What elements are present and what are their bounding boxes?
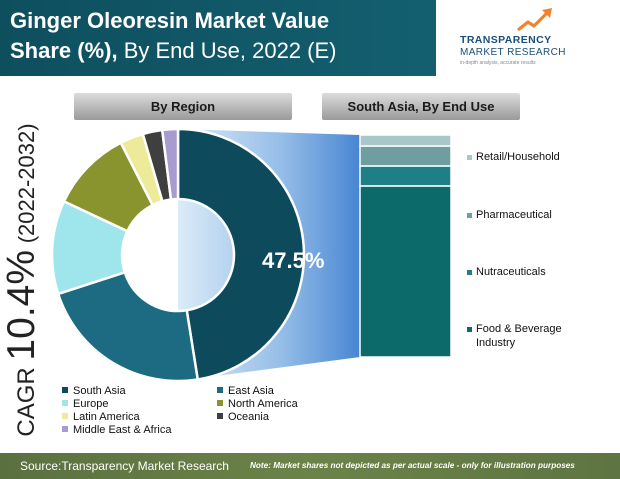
footer-source: Source:Transparency Market Research: [20, 459, 229, 473]
legend-swatch: [217, 413, 223, 420]
logo-tagline: in-depth analysis, accurate results: [460, 60, 536, 66]
legend-label: North America: [228, 398, 298, 410]
brand-logo: TRANSPARENCY MARKET RESEARCH in-depth an…: [452, 6, 616, 70]
legend-label: East Asia: [228, 385, 274, 397]
legend-label: Latin America: [73, 411, 140, 423]
legend-label: Middle East & Africa: [73, 424, 172, 436]
banner-south-asia-end-use: South Asia, By End Use: [322, 93, 520, 120]
donut-slice-middle-east-africa: [160, 127, 180, 201]
bar-segment-retail-household: [359, 134, 452, 147]
sa-label: Food & Beverage Industry: [476, 323, 562, 349]
sa-label: Retail/Household: [476, 151, 560, 163]
legend-label: South Asia: [73, 385, 126, 397]
legend-item: Oceania: [217, 411, 269, 423]
bar-segment-food-beverage-industry: [359, 185, 452, 358]
sa-label: Nutraceuticals: [476, 266, 546, 278]
legend-item: North America: [217, 398, 298, 410]
legend-swatch: [62, 387, 68, 394]
banner-by-region: By Region: [74, 93, 292, 120]
legend-item: Latin America: [62, 411, 140, 423]
title-box: Ginger Oleoresin Market Value Share (%),…: [0, 0, 436, 76]
logo-name-line-1: TRANSPARENCY: [460, 34, 552, 46]
legend-swatch: [62, 413, 68, 420]
title-line-2: Share (%), By End Use, 2022 (E): [10, 38, 337, 63]
title-line-1: Ginger Oleoresin Market Value: [10, 8, 330, 33]
legend-item: Middle East & Africa: [62, 424, 171, 436]
donut-center-label: 47.5%: [262, 248, 324, 273]
bar-segment-pharmaceutical: [359, 145, 452, 167]
donut-slice-south-asia: [176, 127, 306, 381]
sa-marker: [467, 213, 472, 218]
legend-label: Europe: [73, 398, 109, 410]
sa-marker: [467, 155, 472, 160]
legend-swatch: [217, 387, 223, 394]
bar-segment-nutraceuticals: [359, 165, 452, 187]
legend-item: East Asia: [217, 385, 274, 397]
donut-slice-east-asia: [56, 270, 200, 383]
sa-marker: [467, 327, 472, 332]
sa-marker: [467, 270, 472, 275]
legend-swatch: [62, 400, 68, 407]
legend-swatch: [217, 400, 223, 407]
legend-swatch: [62, 426, 68, 433]
legend-label: Oceania: [228, 411, 269, 423]
legend-item: Europe: [62, 398, 108, 410]
footer-note: Note: Market shares not depicted as per …: [250, 461, 575, 470]
legend-item: South Asia: [62, 385, 126, 397]
sa-label: Pharmaceutical: [476, 209, 552, 221]
footer-bar: Source:Transparency Market Research Note…: [0, 453, 620, 479]
logo-arrow-icon: [517, 8, 552, 32]
logo-name-line-2: MARKET RESEARCH: [460, 47, 566, 58]
